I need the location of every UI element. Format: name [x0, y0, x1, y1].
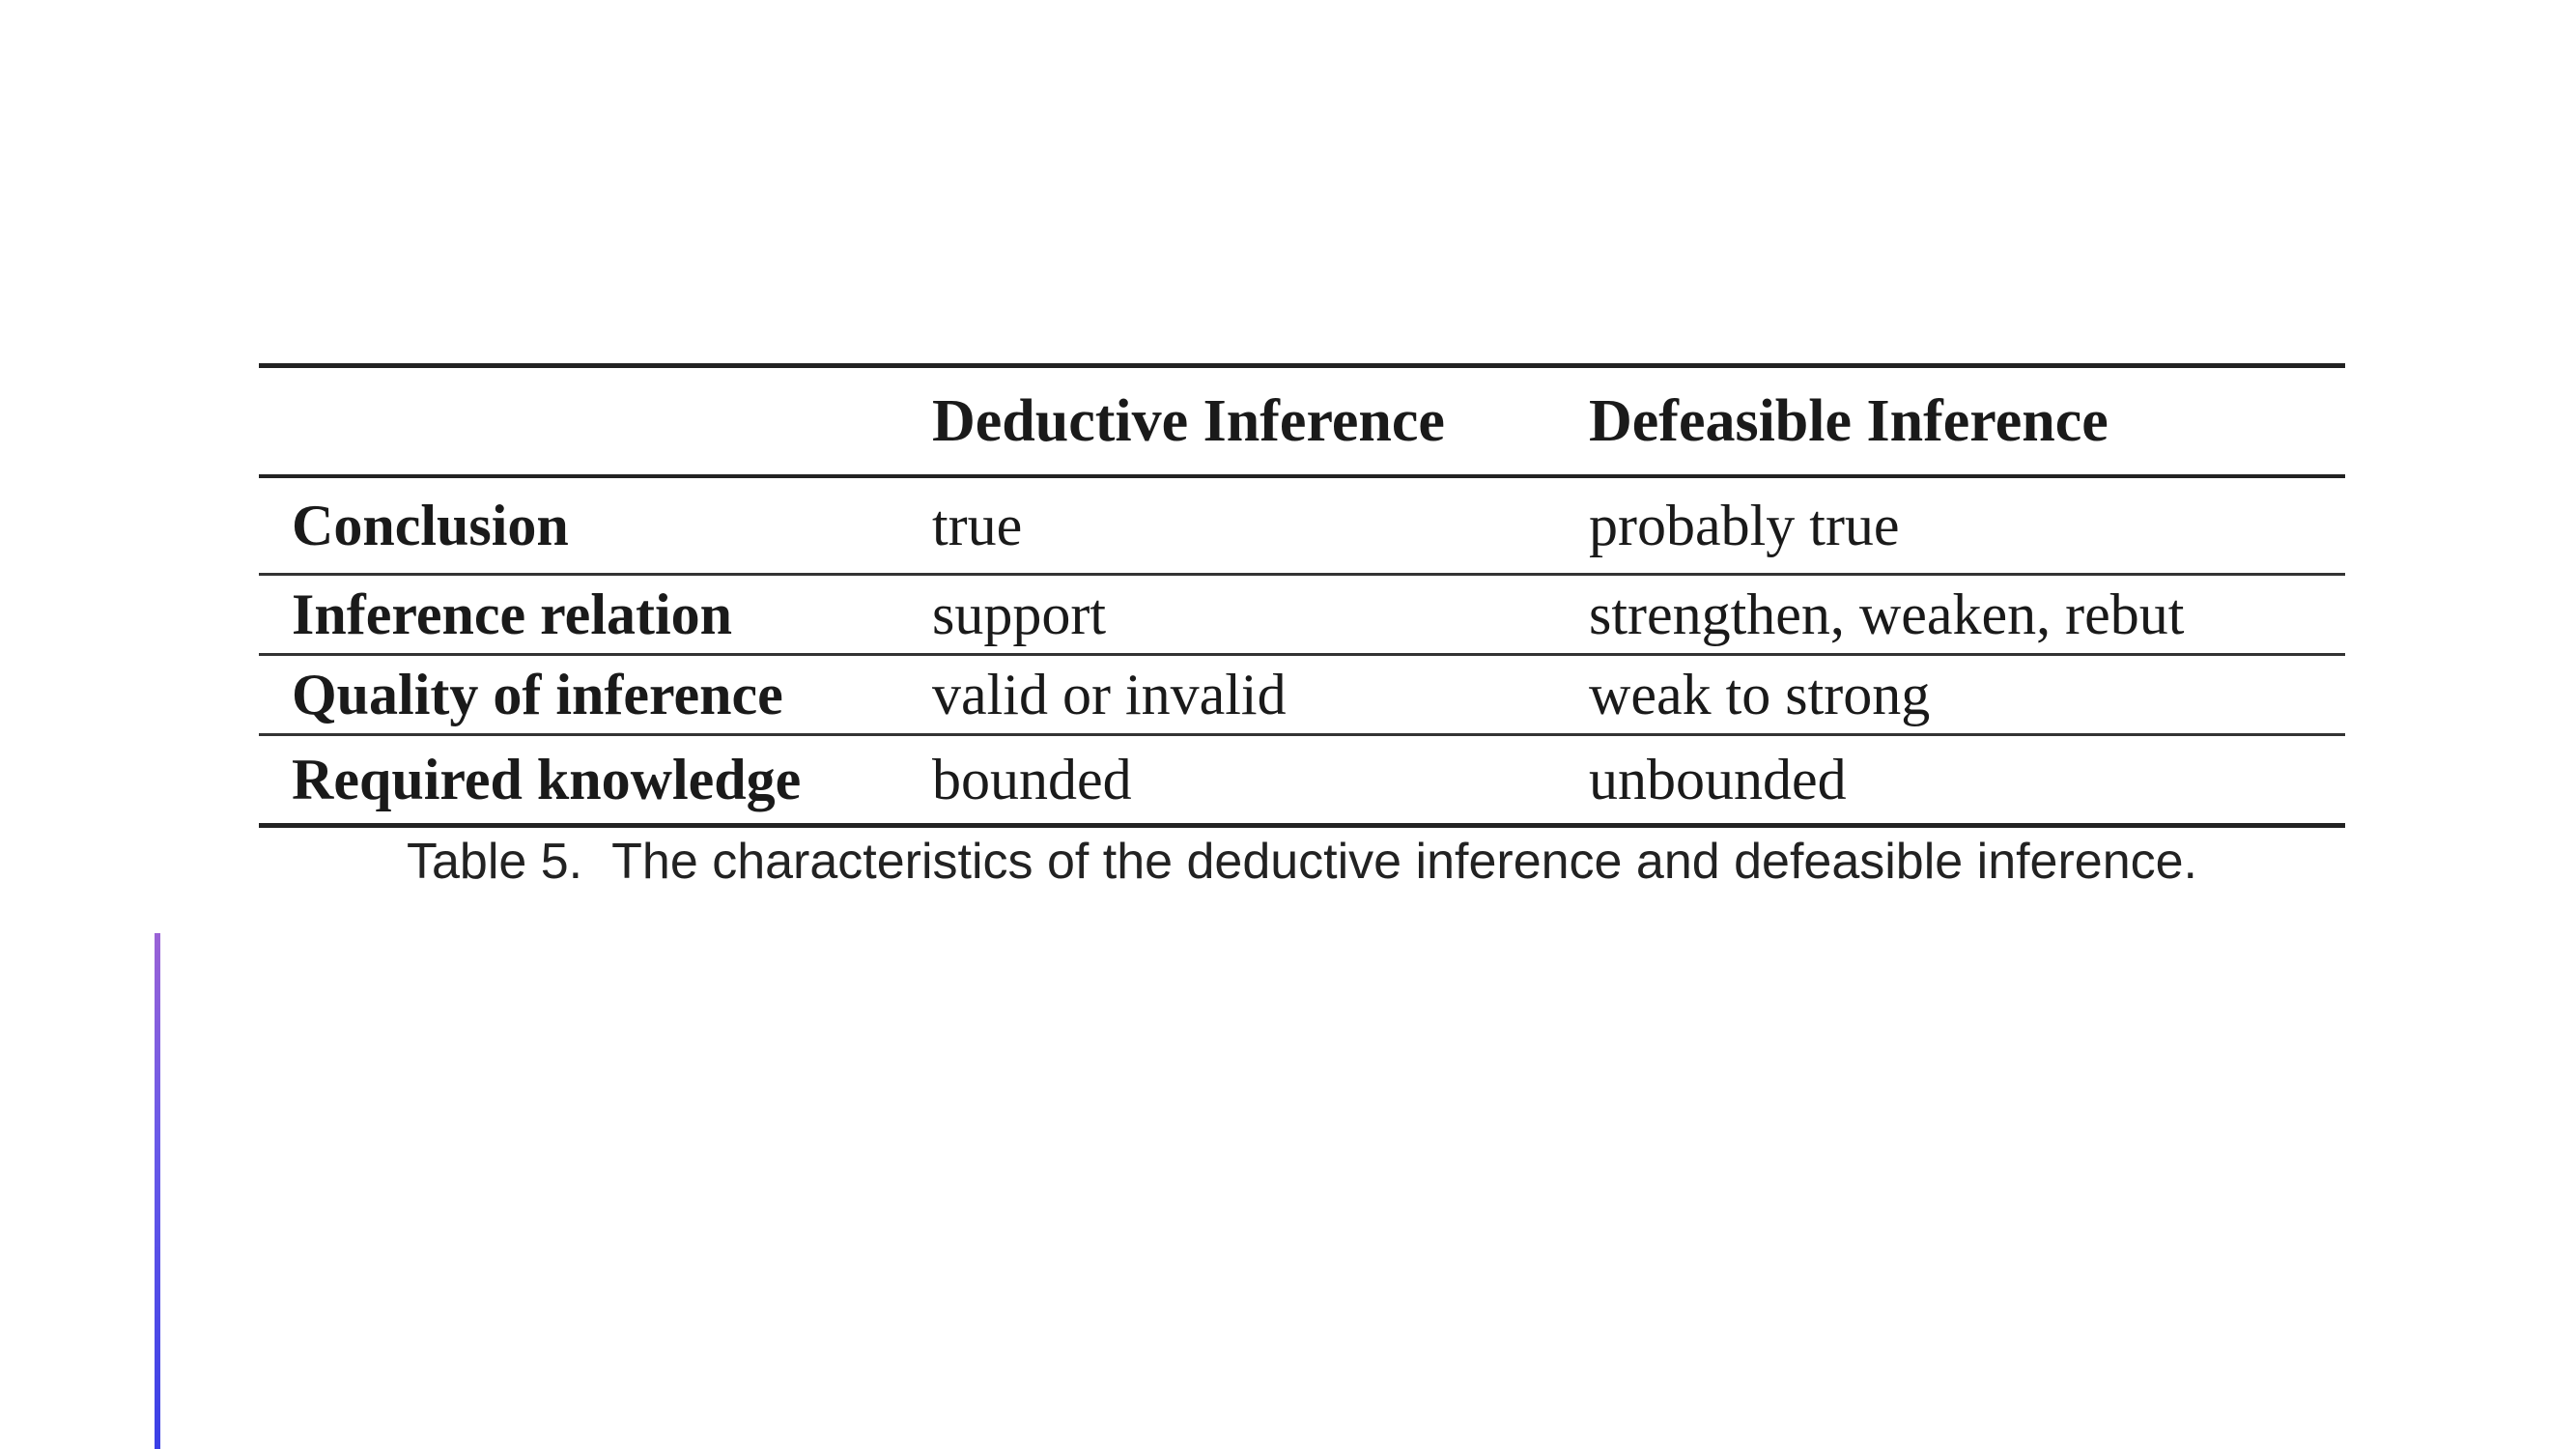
- defeasible-cell: strengthen, weaken, rebut: [1589, 582, 2185, 646]
- defeasible-cell: weak to strong: [1589, 662, 1931, 726]
- table-row: Quality of inference valid or invalid we…: [259, 655, 2345, 735]
- table-row: Inference relation support strengthen, w…: [259, 575, 2345, 655]
- caption-label: Table 5.: [407, 834, 583, 890]
- comparison-table: Deductive Inference Defeasible Inference…: [259, 363, 2345, 828]
- table-header: Deductive Inference Defeasible Inference: [259, 365, 2345, 477]
- table-caption: Table 5. The characteristics of the deduc…: [259, 833, 2345, 891]
- defeasible-cell: probably true: [1589, 493, 1900, 557]
- table-row: Conclusion true probably true: [259, 476, 2345, 575]
- row-label: Required knowledge: [292, 747, 802, 811]
- deductive-cell: true: [932, 493, 1023, 557]
- header-row: Deductive Inference Defeasible Inference: [259, 365, 2345, 477]
- accent-bar: [155, 933, 160, 1449]
- header-cell-empty: [259, 366, 932, 477]
- row-label: Conclusion: [292, 493, 569, 557]
- header-cell-defeasible: Defeasible Inference: [1589, 387, 2109, 454]
- table-row: Required knowledge bounded unbounded: [259, 735, 2345, 826]
- table-body: Conclusion true probably true Inference …: [259, 476, 2345, 826]
- row-label: Quality of inference: [292, 662, 783, 726]
- caption-text: The characteristics of the deductive inf…: [611, 834, 2197, 890]
- deductive-cell: valid or invalid: [932, 662, 1287, 726]
- comparison-table-container: Deductive Inference Defeasible Inference…: [259, 363, 2345, 828]
- row-label: Inference relation: [292, 582, 733, 646]
- deductive-cell: bounded: [932, 747, 1132, 811]
- header-cell-deductive: Deductive Inference: [932, 387, 1445, 454]
- deductive-cell: support: [932, 582, 1106, 646]
- defeasible-cell: unbounded: [1589, 747, 1847, 811]
